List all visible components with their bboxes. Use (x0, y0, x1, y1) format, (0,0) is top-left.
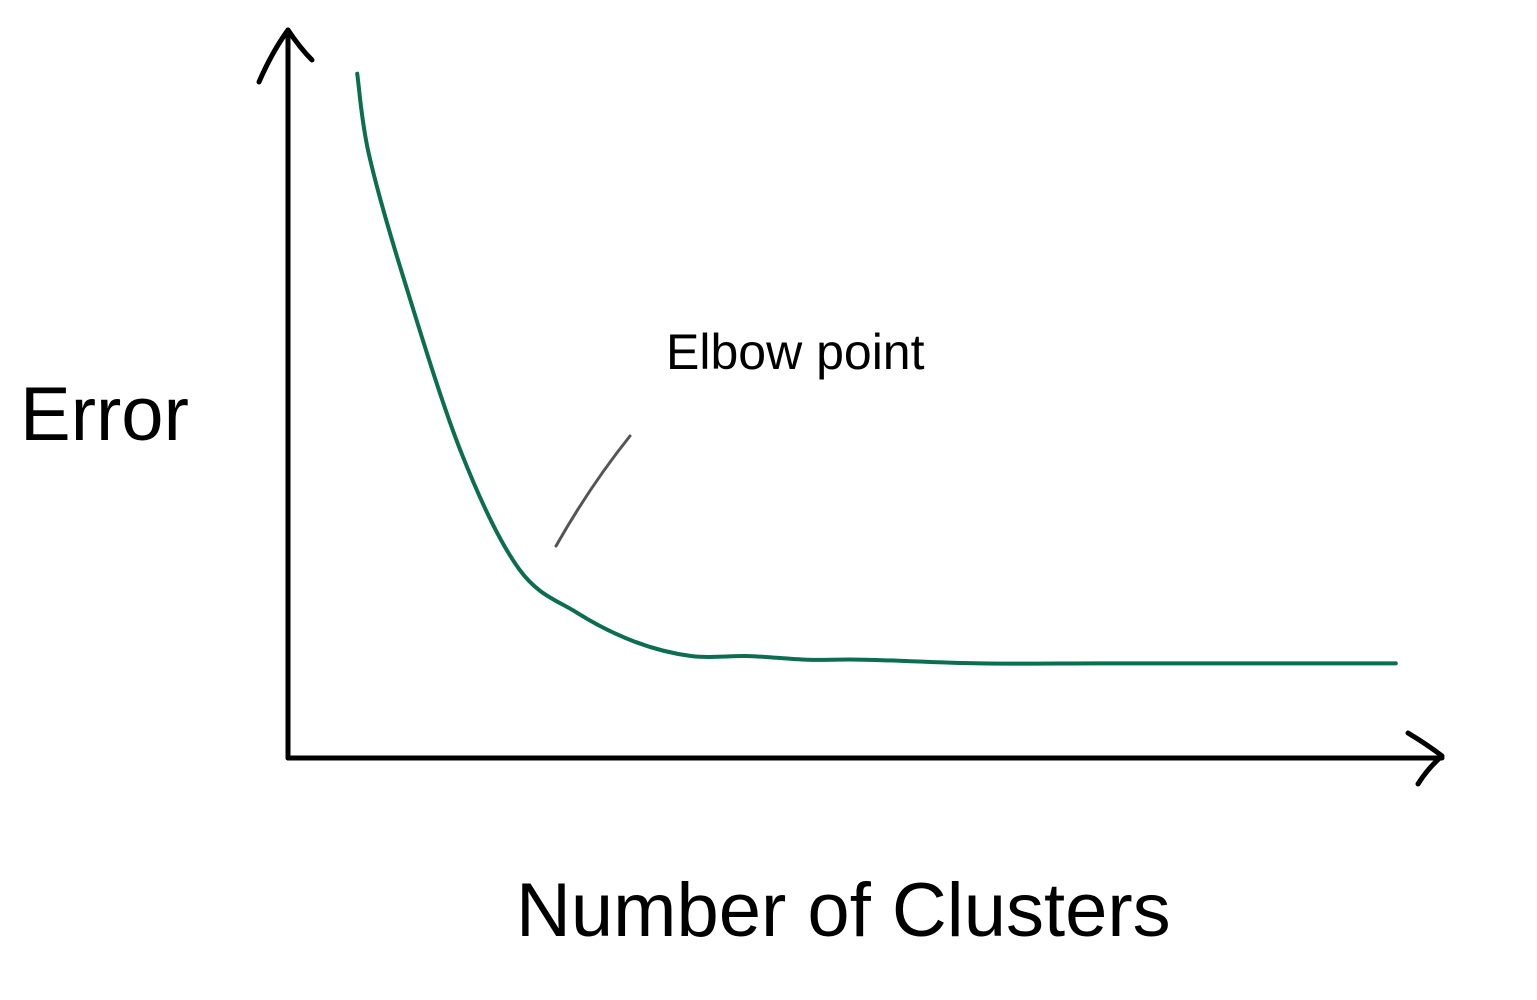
axes (256, 27, 1445, 787)
x-axis-arrowhead (1405, 730, 1445, 787)
elbow-pointer-line (554, 434, 632, 548)
x-axis-title: Number of Clusters (516, 868, 1171, 953)
y-axis-arrowhead (256, 27, 315, 85)
y-axis-title: Error (20, 372, 189, 457)
series-layer (355, 71, 1398, 666)
series-line-0 (355, 71, 1398, 666)
annotation-elbow-point: Elbow point (666, 324, 925, 380)
